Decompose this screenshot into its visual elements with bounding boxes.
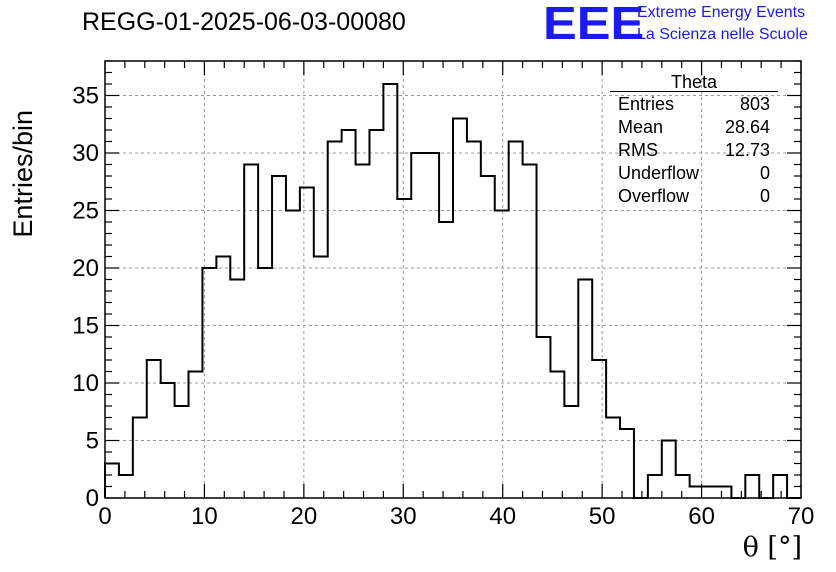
stats-row-rms: RMS 12.73 xyxy=(610,139,778,162)
x-tick-label: 50 xyxy=(589,503,616,530)
stats-row-underflow: Underflow 0 xyxy=(610,162,778,185)
x-tick-label: 10 xyxy=(191,503,218,530)
axis-tick-labels: 0 10 20 30 40 50 60 70 0 5 10 15 20 25 30 35 xyxy=(72,83,814,531)
stats-label: RMS xyxy=(618,140,658,160)
y-tick-label: 35 xyxy=(72,83,99,110)
stats-value: 0 xyxy=(759,186,770,206)
y-tick-label: 0 xyxy=(86,485,99,512)
y-tick-label: 20 xyxy=(72,255,99,282)
stats-value: 28.64 xyxy=(724,117,770,137)
logo-line-1: Extreme Energy Events xyxy=(637,4,806,21)
stats-box: Theta Entries 803 Mean 28.64 RMS 12.73 U… xyxy=(610,72,778,208)
grid-lines xyxy=(105,61,801,498)
histogram-series xyxy=(104,83,801,499)
logo-line-2: La Scienza nelle Scuole xyxy=(637,26,808,43)
stats-value: 0 xyxy=(759,163,770,183)
stats-title: Theta xyxy=(610,72,778,92)
x-tick-label: 70 xyxy=(788,503,815,530)
stats-label: Underflow xyxy=(618,163,700,183)
y-tick-label: 15 xyxy=(72,313,99,340)
y-axis-label: Entries/bin xyxy=(8,110,38,238)
eee-logo: EEE xyxy=(543,0,645,49)
stats-value: 803 xyxy=(739,94,770,114)
x-tick-label: 60 xyxy=(688,503,715,530)
x-tick-label: 40 xyxy=(489,503,516,530)
axis-ticks xyxy=(104,60,802,499)
stats-value: 12.73 xyxy=(724,140,770,160)
x-tick-label: 0 xyxy=(98,503,111,530)
y-tick-label: 30 xyxy=(72,140,99,167)
stats-row-entries: Entries 803 xyxy=(610,93,778,116)
plot-title: REGG-01-2025-06-03-00080 xyxy=(82,8,406,36)
stats-label: Mean xyxy=(618,117,664,137)
stats-row-mean: Mean 28.64 xyxy=(610,116,778,139)
x-tick-label: 30 xyxy=(390,503,417,530)
x-axis-label: θ [°] xyxy=(742,532,802,563)
stats-row-overflow: Overflow 0 xyxy=(610,185,778,208)
x-tick-label: 20 xyxy=(291,503,318,530)
stats-label: Entries xyxy=(618,94,675,114)
stats-label: Overflow xyxy=(618,186,690,206)
y-tick-label: 10 xyxy=(72,370,99,397)
y-tick-label: 5 xyxy=(86,428,99,455)
y-tick-label: 25 xyxy=(72,198,99,225)
